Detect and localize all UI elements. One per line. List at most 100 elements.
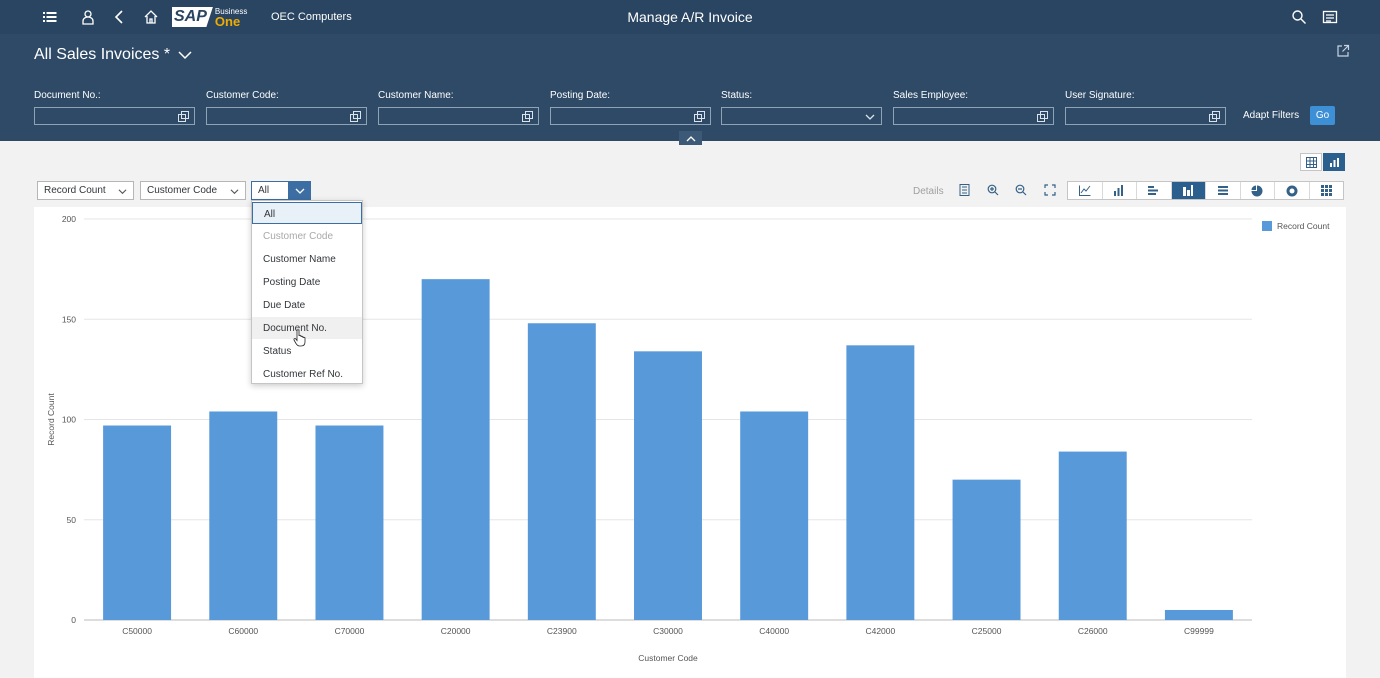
document-no-input[interactable] [34, 107, 195, 125]
bar-c70000 [315, 425, 384, 620]
zoom-out-icon[interactable] [1014, 183, 1028, 197]
back-icon[interactable] [112, 9, 128, 25]
bar-c40000 [740, 411, 809, 620]
x-tick-label: C25000 [972, 626, 1002, 636]
chevron-down-icon[interactable] [865, 112, 875, 122]
legend-label: Record Count [1277, 221, 1330, 231]
line-chart-button[interactable] [1068, 182, 1103, 199]
bar-c42000 [846, 345, 915, 620]
bar-chart-button[interactable] [1137, 182, 1172, 199]
x-tick-label: C42000 [865, 626, 895, 636]
bar-c99999 [1164, 609, 1233, 620]
heatmap-icon [1320, 185, 1332, 196]
customer-name-input[interactable] [378, 107, 539, 125]
table-icon [1305, 156, 1317, 168]
notifications-icon[interactable] [1322, 9, 1338, 25]
value-help-icon[interactable] [1037, 111, 1048, 122]
filter-bar: All Sales Invoices * Document No.: Custo… [0, 34, 1380, 141]
sales-employee-input[interactable] [893, 107, 1054, 125]
y-tick-label: 200 [62, 214, 76, 224]
filter-label-posting-date: Posting Date: [550, 90, 611, 101]
value-help-icon[interactable] [1209, 111, 1220, 122]
series-select[interactable]: All [251, 181, 311, 200]
home-icon[interactable] [143, 9, 159, 25]
bar-c26000 [1058, 451, 1127, 620]
measure-select[interactable]: Record Count [37, 181, 134, 200]
column-chart-button[interactable] [1103, 182, 1137, 199]
company-name[interactable]: OEC Computers [271, 11, 352, 23]
sap-logo[interactable]: SAP Business One [172, 7, 248, 28]
y-axis-title: Record Count [46, 393, 56, 446]
y-tick-label: 150 [62, 314, 76, 324]
hand-cursor-icon [293, 329, 306, 347]
series-dropdown-list: All Customer Code Customer Name Posting … [251, 200, 363, 384]
filter-label-sales-employee: Sales Employee: [893, 90, 969, 101]
dropdown-option-due-date[interactable]: Due Date [263, 300, 306, 311]
go-button[interactable]: Go [1310, 106, 1335, 125]
pie-chart-button[interactable] [1241, 182, 1275, 199]
heatmap-chart-button[interactable] [1310, 182, 1344, 199]
dimension-select-value: Customer Code [147, 185, 218, 196]
stacked-column-chart-button[interactable] [1171, 182, 1206, 199]
bar-chart-icon [1329, 157, 1339, 167]
x-tick-label: C26000 [1078, 626, 1108, 636]
x-tick-label: C20000 [441, 626, 471, 636]
x-tick-label: C60000 [228, 626, 258, 636]
chart-legend: Record Count [1262, 221, 1329, 231]
search-icon[interactable] [1291, 9, 1307, 25]
dimension-select[interactable]: Customer Code [140, 181, 246, 200]
bar-c25000 [952, 479, 1021, 620]
value-help-icon[interactable] [522, 111, 533, 122]
stacked-column-chart-icon [1183, 185, 1194, 196]
user-signature-input[interactable] [1065, 107, 1226, 125]
chevron-up-icon [686, 135, 695, 141]
measure-select-value: Record Count [44, 185, 106, 196]
x-tick-label: C30000 [653, 626, 683, 636]
value-help-icon[interactable] [350, 111, 361, 122]
collapse-header-button[interactable] [679, 131, 702, 145]
zoom-in-icon[interactable] [986, 183, 1000, 197]
adapt-filters-button[interactable]: Adapt Filters [1243, 110, 1300, 121]
donut-chart-icon [1286, 185, 1298, 196]
dropdown-option-all[interactable]: All [252, 202, 362, 224]
user-icon[interactable] [80, 9, 96, 25]
dropdown-option-customer-ref-no[interactable]: Customer Ref No. [263, 369, 344, 380]
bar-c60000 [209, 411, 278, 620]
dropdown-option-posting-date[interactable]: Posting Date [263, 277, 321, 288]
posting-date-input[interactable] [550, 107, 711, 125]
variant-selector[interactable]: All Sales Invoices * [34, 46, 192, 64]
details-button[interactable]: Details [913, 186, 944, 197]
dropdown-option-document-no[interactable]: Document No. [252, 317, 362, 339]
fullscreen-icon[interactable] [1043, 183, 1057, 197]
dropdown-option-status[interactable]: Status [263, 346, 292, 357]
filter-label-customer-code: Customer Code: [206, 90, 279, 101]
bar-chart: 0 50 100 150 200 C50000 C60000 C70000 C20000 C239… [46, 214, 1252, 663]
chart-view-toggle[interactable] [1323, 153, 1345, 171]
status-select[interactable] [721, 107, 882, 125]
donut-chart-button[interactable] [1275, 182, 1310, 199]
y-tick-label: 0 [71, 615, 76, 625]
share-icon[interactable] [1336, 44, 1350, 58]
dropdown-option-customer-name[interactable]: Customer Name [263, 254, 336, 265]
dropdown-option-customer-code: Customer Code [263, 231, 334, 242]
x-axis-title: Customer Code [638, 653, 698, 663]
filter-label-customer-name: Customer Name: [378, 90, 454, 101]
chevron-down-icon [178, 51, 192, 60]
chevron-down-icon [230, 189, 239, 195]
table-view-toggle[interactable] [1300, 153, 1322, 171]
series-select-value: All [258, 185, 270, 196]
menu-icon[interactable] [42, 9, 58, 25]
x-tick-label: C70000 [335, 626, 365, 636]
stacked-bar-chart-button[interactable] [1206, 182, 1241, 199]
customer-code-input[interactable] [206, 107, 367, 125]
legend-icon[interactable] [957, 183, 971, 197]
filter-label-user-signature: User Signature: [1065, 90, 1135, 101]
series-select-dropdown-button[interactable] [288, 181, 311, 200]
value-help-icon[interactable] [694, 111, 705, 122]
stacked-bar-chart-icon [1217, 186, 1228, 195]
logo-business: Business [214, 7, 248, 16]
column-chart-icon [1114, 185, 1124, 196]
y-tick-label: 100 [62, 415, 76, 425]
value-help-icon[interactable] [178, 111, 189, 122]
x-tick-label: C99999 [1184, 626, 1214, 636]
